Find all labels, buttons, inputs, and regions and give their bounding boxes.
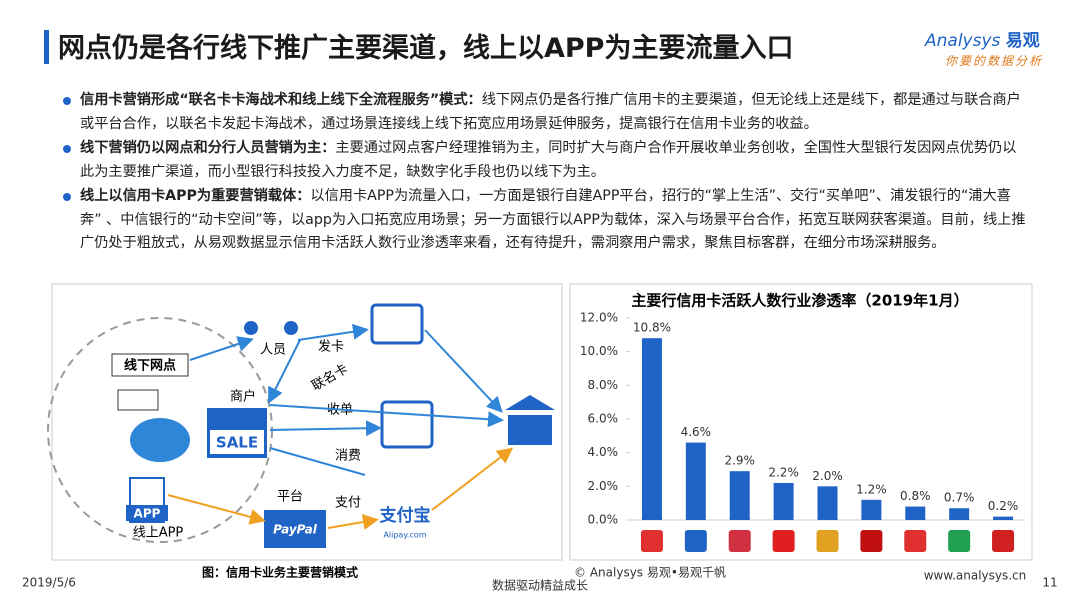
chart-frame [569,283,1033,561]
y-tick-label: 12.0% [580,311,618,325]
label: APP [134,507,161,521]
label: PayPal [273,523,318,537]
value-label: 0.2% [988,499,1019,513]
app-icon [129,477,165,523]
y-tick-label: 0.0% [588,513,619,527]
logo-slogan: 你要的数据分析 [945,54,1044,68]
title: 网点仍是各行线下推广主要渠道，线上以APP为主要流量入口 [58,33,794,64]
bullet-lead: 线上以信用卡APP为重要营销载体： [80,188,311,204]
logo: Analysys 易观 [925,26,1040,51]
offline-box [111,353,189,377]
value-label: 2.9% [724,454,755,468]
bullet-text: 主要通过网点客户经理推销为主，同时扩大与商户合作开展收单业务创收，全国性大型银行… [80,140,1017,180]
logo-brand: Analysys [925,31,1001,51]
arrows [189,323,504,476]
person-icon [284,321,298,335]
value-label: 2.2% [768,465,799,479]
bank-logo [640,530,663,552]
bank-icon [505,395,555,445]
sale-sign [210,430,264,454]
app-badge [126,505,168,521]
bar [817,486,838,520]
bar [685,442,706,520]
label: 商户 [230,389,256,405]
label: 线上APP [133,526,184,541]
logo-cn: 易观 [1005,31,1040,51]
person-icon [244,321,258,335]
bullet: 信用卡营销形成“联名卡卡海战术和线上线下全流程服务”模式：线下网点仍是各行推广信… [63,89,1030,136]
bar [773,482,794,520]
bank-logo [904,530,927,552]
label: 联名卡 [309,361,351,394]
value-label: 0.7% [944,491,975,505]
y-tick-label: 4.0% [588,445,619,459]
wallet-icon [380,400,434,449]
bank-logo [684,530,707,552]
bullet-text: 线下网点仍是各行推广信用卡的主要渠道，但无论线上还是线下，都是通过与联合商户或平… [80,92,1021,132]
value-label: 0.8% [900,489,931,503]
paypal-box [264,510,326,548]
bar [729,471,750,520]
label: 线下网点 [124,358,176,374]
label: 平台 [277,490,303,505]
value-label: 2.0% [812,469,843,483]
bank-logo [816,530,839,552]
label: Alipay.com [383,531,426,540]
arrows [167,447,514,530]
footer-copyright: © Analysys 易观•易观千帆 [574,565,726,580]
value-label: 10.8% [633,321,671,335]
bar [949,508,970,520]
y-tick-label: 6.0% [588,412,619,426]
bar [993,516,1014,520]
counter-icon [117,389,159,411]
footer-date: 2019/5/6 [22,576,76,590]
caption: 图：信用卡业务主要营销模式 [202,565,358,580]
bar [641,338,662,520]
card-icon [370,303,424,345]
bullet: 线上以信用卡APP为重要营销载体：以信用卡APP为流量入口，一方面是银行自建AP… [63,185,1030,256]
bank-logo [772,530,795,552]
cloud-icon [130,418,190,462]
footer-url: www.analysys.cn [924,569,1027,583]
label: 消费 [335,449,361,464]
label: 支付 [335,496,361,511]
bank-logo [948,530,971,552]
label: SALE [216,434,258,452]
footer-page: 11 [1042,576,1057,590]
y-tick-label: 8.0% [588,378,619,392]
bar [861,499,882,520]
y-tick-label: 10.0% [580,344,618,358]
bullet: 线下营销仍以网点和分行人员营销为主：主要通过网点客户经理推销为主，同时扩大与商户… [63,137,1030,184]
bank-logo [728,530,751,552]
diagram-frame [51,283,563,561]
bullet-lead: 线下营销仍以网点和分行人员营销为主： [80,140,336,156]
title-bar [44,30,49,64]
value-label: 1.2% [856,482,887,496]
bar [905,506,926,520]
y-tick-label: 2.0% [588,479,619,493]
bank-logo [860,530,883,552]
bank-logo [992,530,1015,552]
footer-slogan: 数据驱动精益成长 [492,578,588,593]
chart-title: 主要行信用卡活跃人数行业渗透率（2019年1月） [631,292,968,310]
value-label: 4.6% [681,425,712,439]
label: 发卡 [318,339,344,355]
label: 支付宝 [380,505,431,526]
label: 人员 [260,343,286,358]
bullet-lead: 信用卡营销形成“联名卡卡海战术和线上线下全流程服务”模式： [80,92,482,108]
bullet-text: 以信用卡APP为流量入口，一方面是银行自建APP平台，招行的“掌上生活”、交行“… [80,188,1026,252]
